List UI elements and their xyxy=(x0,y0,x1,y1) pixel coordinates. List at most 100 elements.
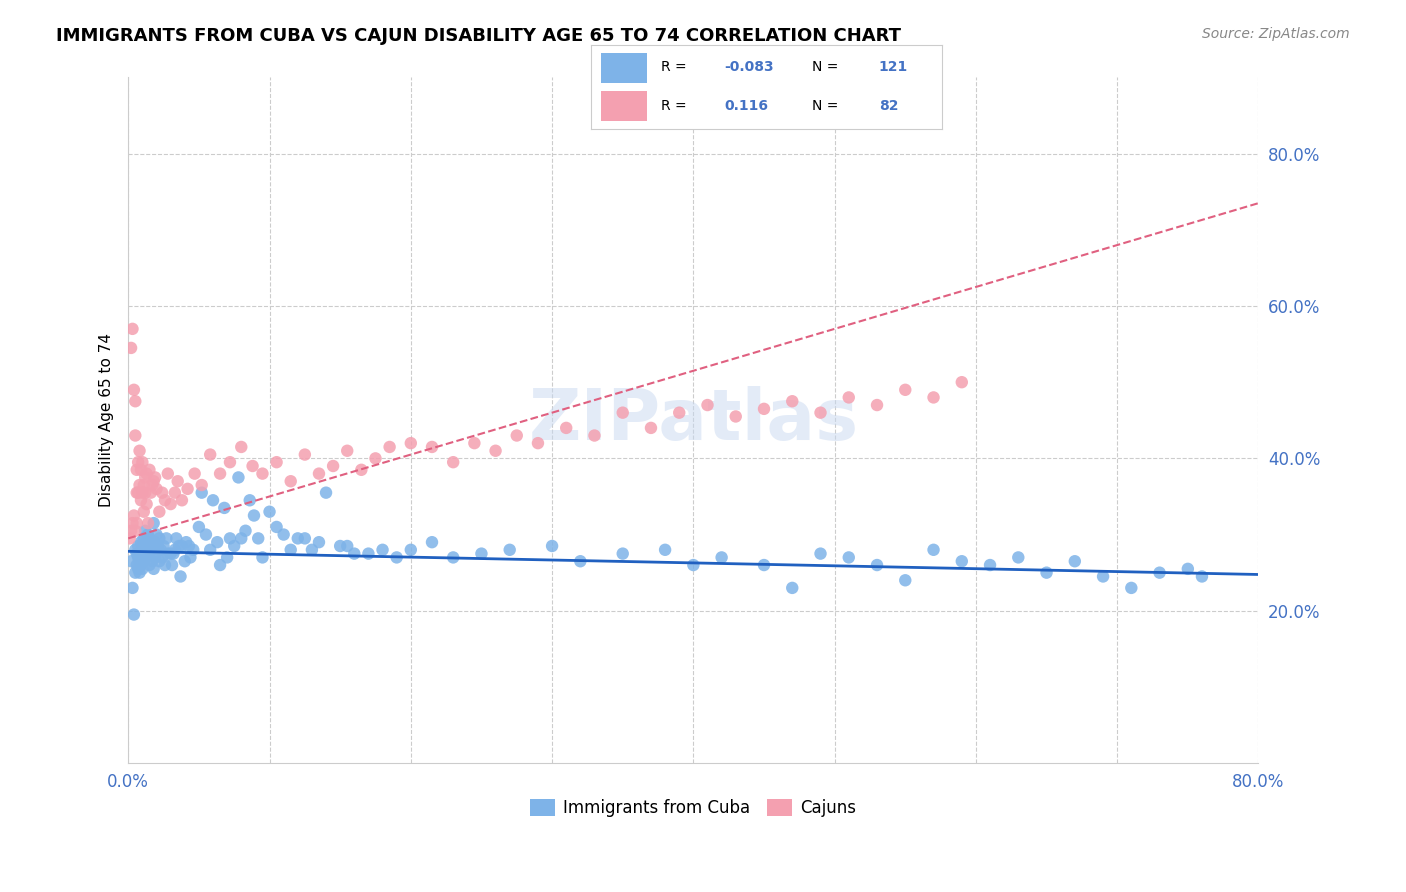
Point xyxy=(145,482,167,496)
Text: N =: N = xyxy=(813,61,842,74)
Text: R =: R = xyxy=(661,61,690,74)
Point xyxy=(555,421,578,435)
Point xyxy=(696,398,718,412)
Point xyxy=(484,443,506,458)
Point xyxy=(127,562,149,576)
Point xyxy=(838,550,860,565)
Point xyxy=(165,532,187,546)
Point xyxy=(121,516,143,530)
Text: Source: ZipAtlas.com: Source: ZipAtlas.com xyxy=(1202,27,1350,41)
Point xyxy=(583,428,606,442)
Point xyxy=(127,539,149,553)
Point xyxy=(1121,581,1143,595)
Text: 82: 82 xyxy=(879,99,898,112)
Point xyxy=(129,535,152,549)
Point xyxy=(142,516,165,530)
Point xyxy=(120,341,142,355)
Point xyxy=(979,558,1001,572)
Point xyxy=(441,550,464,565)
Point xyxy=(127,485,149,500)
Point xyxy=(131,562,153,576)
Point xyxy=(1035,566,1057,580)
FancyBboxPatch shape xyxy=(602,91,647,120)
Point xyxy=(138,532,160,546)
Point xyxy=(420,440,443,454)
Point xyxy=(247,532,270,546)
Point xyxy=(166,475,188,489)
Point xyxy=(160,558,183,572)
Point xyxy=(280,542,302,557)
Point xyxy=(266,520,288,534)
Point xyxy=(131,485,153,500)
Point xyxy=(838,391,860,405)
Point xyxy=(231,532,253,546)
Point xyxy=(527,436,550,450)
Point xyxy=(131,539,153,553)
Point xyxy=(135,497,157,511)
Point xyxy=(259,505,281,519)
Point xyxy=(209,467,232,481)
Point xyxy=(780,581,803,595)
Point xyxy=(136,539,159,553)
Point xyxy=(124,566,146,580)
Point xyxy=(128,566,150,580)
Point xyxy=(294,532,316,546)
Point xyxy=(198,542,221,557)
Point xyxy=(1092,569,1115,583)
Point xyxy=(167,539,190,553)
Point xyxy=(134,542,156,557)
Point xyxy=(128,478,150,492)
Point xyxy=(141,554,163,568)
Point xyxy=(127,550,149,565)
Point xyxy=(139,547,162,561)
Point xyxy=(194,527,217,541)
Point xyxy=(399,542,422,557)
Point xyxy=(135,547,157,561)
Point xyxy=(122,508,145,523)
Point xyxy=(143,535,166,549)
Point xyxy=(294,448,316,462)
Point xyxy=(141,542,163,557)
Point xyxy=(315,485,337,500)
Point xyxy=(131,455,153,469)
Y-axis label: Disability Age 65 to 74: Disability Age 65 to 74 xyxy=(100,334,114,508)
Point xyxy=(124,542,146,557)
Point xyxy=(343,547,366,561)
Point xyxy=(301,542,323,557)
Point xyxy=(135,467,157,481)
Point xyxy=(752,401,775,416)
Point xyxy=(1007,550,1029,565)
Point xyxy=(125,547,148,561)
Point xyxy=(120,554,142,568)
Point xyxy=(127,455,149,469)
Point xyxy=(149,542,172,557)
Point xyxy=(463,436,485,450)
Point xyxy=(654,542,676,557)
Point xyxy=(640,421,662,435)
Point xyxy=(118,532,141,546)
Point xyxy=(138,558,160,572)
Point xyxy=(128,443,150,458)
Text: R =: R = xyxy=(661,99,690,112)
Point xyxy=(541,539,564,553)
Point xyxy=(156,467,179,481)
Point xyxy=(148,532,170,546)
Point xyxy=(183,467,205,481)
Point xyxy=(125,558,148,572)
Point xyxy=(866,398,889,412)
Point xyxy=(866,558,889,572)
Point xyxy=(132,554,155,568)
Point xyxy=(142,562,165,576)
Point xyxy=(894,383,917,397)
Point xyxy=(922,391,945,405)
Point xyxy=(125,463,148,477)
Point xyxy=(420,535,443,549)
Point xyxy=(136,527,159,541)
Point xyxy=(148,554,170,568)
Point xyxy=(190,478,212,492)
Point xyxy=(780,394,803,409)
Point xyxy=(156,547,179,561)
Point xyxy=(280,475,302,489)
Point xyxy=(134,485,156,500)
Point xyxy=(128,547,150,561)
